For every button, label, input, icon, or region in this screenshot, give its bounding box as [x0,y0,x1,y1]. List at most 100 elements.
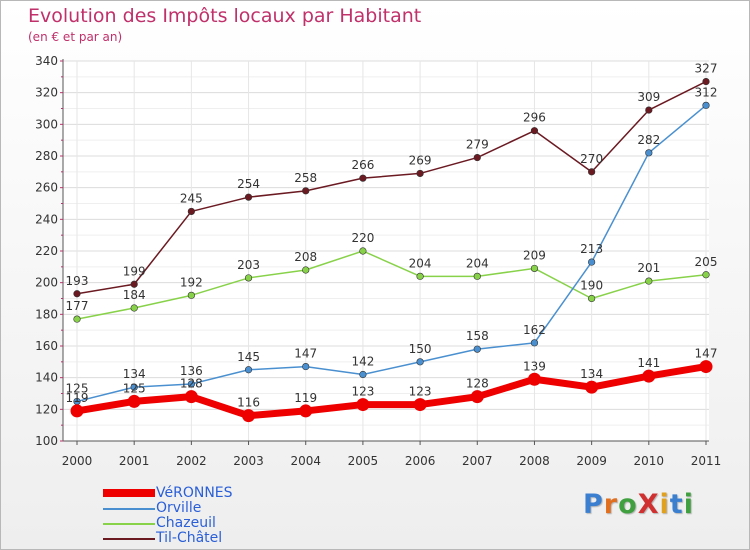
y-tick-label: 240 [35,212,58,226]
data-label: 162 [523,323,546,337]
legend-swatch [103,508,155,510]
data-point [699,360,713,374]
y-tick-label: 180 [35,307,58,321]
data-label: 192 [180,275,203,289]
data-point [473,153,481,162]
data-label: 136 [180,364,203,378]
data-point [588,168,596,176]
data-label: 279 [466,138,489,152]
y-tick-label: 220 [35,244,58,258]
y-tick-label: 320 [35,86,58,100]
data-label: 204 [466,256,489,270]
data-point [127,394,141,408]
legend-label: Chazeuil [156,515,216,531]
data-label: 220 [351,231,374,245]
x-tick-label: 2008 [519,454,550,468]
data-label: 150 [409,342,432,356]
data-point [130,280,138,288]
data-point [244,274,253,282]
logo-letter: X [637,489,660,520]
data-point [702,77,710,86]
data-point [416,272,424,280]
y-tick-label: 140 [35,371,58,385]
data-label: 258 [294,171,317,185]
logo-letter: r [603,489,619,520]
data-point [470,390,484,404]
legend-swatch [103,538,155,540]
data-point [645,149,653,157]
data-point [359,174,367,182]
logo-letter: t [669,489,684,520]
proxiti-logo: ProXiti [583,489,694,520]
data-label: 128 [180,377,203,391]
data-point [530,339,539,347]
data-label: 134 [123,367,146,381]
data-label: 139 [523,359,546,373]
data-point [187,291,195,299]
data-label: 213 [580,242,603,256]
data-label: 190 [580,279,603,293]
legend-swatch [103,489,155,497]
logo-letter: P [583,489,604,520]
data-point [302,187,310,195]
data-point [359,247,367,255]
legend-label: Orville [156,500,202,516]
data-label: 119 [294,391,317,405]
data-label: 245 [180,191,203,205]
x-tick-label: 2001 [119,454,150,468]
data-label: 177 [66,299,89,313]
data-label: 203 [237,258,260,272]
data-point [70,404,84,418]
data-label: 184 [123,288,146,302]
data-label: 269 [409,153,432,167]
data-point [473,345,481,353]
data-point [473,272,481,280]
data-point [302,362,310,371]
y-tick-label: 120 [35,402,58,416]
data-label: 193 [66,274,89,288]
x-tick-label: 2000 [62,454,93,468]
y-tick-label: 160 [35,339,58,353]
data-label: 134 [580,367,603,381]
data-label: 309 [637,90,660,104]
data-point [299,404,313,418]
data-point [642,369,656,383]
data-point [302,266,310,274]
data-label: 147 [695,347,718,361]
data-point [187,207,195,216]
data-label: 282 [637,133,660,147]
y-tick-label: 100 [35,434,58,448]
y-tick-label: 300 [35,117,58,131]
data-point [702,271,710,279]
x-tick-label: 2003 [233,454,264,468]
data-point [130,304,138,312]
data-label: 254 [237,177,260,191]
series-line [76,104,707,403]
y-tick-label: 260 [35,181,58,195]
data-label: 209 [523,248,546,262]
data-label: 142 [351,355,374,369]
data-label: 125 [123,381,146,395]
data-label: 147 [294,347,317,361]
chart-title: Evolution des Impôts locaux par Habitant [28,5,422,27]
x-tick-label: 2010 [634,454,665,468]
data-label: 123 [351,385,374,399]
data-label: 270 [580,152,603,166]
data-point [413,398,427,412]
data-point [588,258,596,266]
data-point [184,390,198,404]
x-tick-label: 2005 [348,454,379,468]
x-tick-label: 2002 [176,454,207,468]
data-label: 296 [523,111,546,125]
data-point [73,315,81,323]
data-label: 158 [466,329,489,343]
data-point [585,380,599,394]
data-point [244,366,253,374]
legend-label: VéRONNES [156,485,233,501]
data-label: 208 [294,250,317,264]
data-label: 327 [695,62,718,76]
data-label: 145 [237,350,260,364]
data-label: 123 [409,385,432,399]
series-line [76,363,707,420]
